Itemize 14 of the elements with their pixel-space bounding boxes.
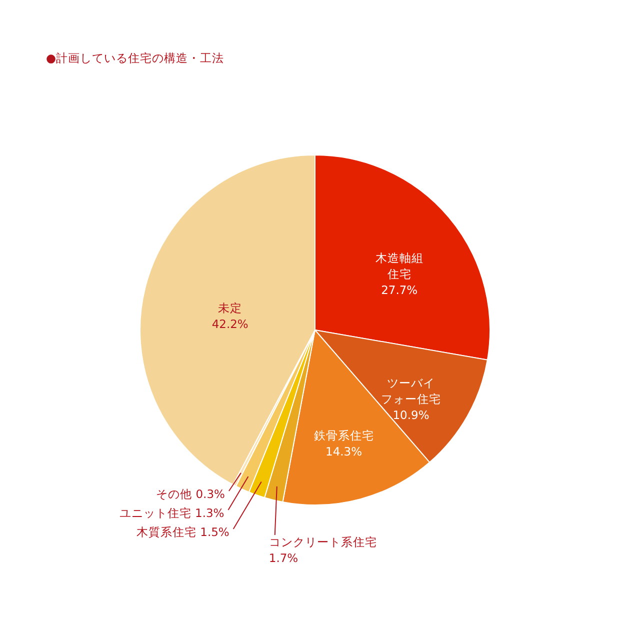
chart-title: ●計画している住宅の構造・工法 <box>46 51 224 65</box>
data-label: 27.7% <box>381 283 418 297</box>
data-label: 42.2% <box>212 316 248 331</box>
data-label: 14.3% <box>326 444 362 458</box>
slice-label: 木造軸組住宅 <box>375 251 424 281</box>
slice-label: ツーバイフォー住宅 <box>380 376 441 406</box>
data-label: 1.7% <box>268 551 298 565</box>
slice-label: ユニット住宅 1.3% <box>119 506 224 520</box>
slice-label: その他 0.3% <box>156 487 226 501</box>
slice-label: 木質系住宅 1.5% <box>136 525 230 539</box>
data-label: 10.9% <box>392 408 430 422</box>
slice-label: 鉄骨系住宅 <box>314 428 374 442</box>
slice-label: 未定 <box>218 300 242 315</box>
slice-label: コンクリート系住宅 <box>268 535 377 549</box>
